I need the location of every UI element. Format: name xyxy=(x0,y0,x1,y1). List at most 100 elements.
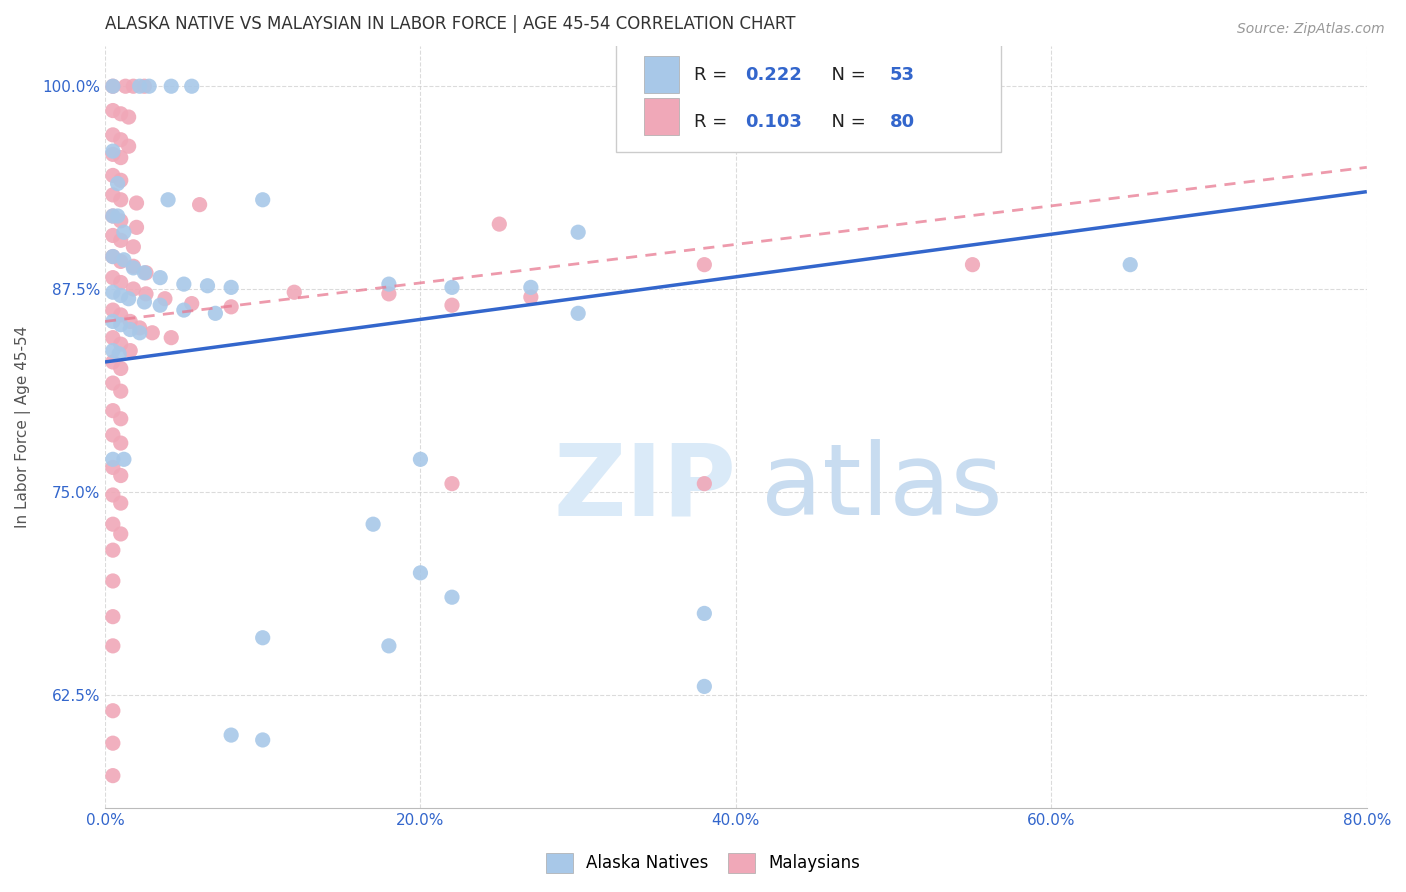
FancyBboxPatch shape xyxy=(616,42,1001,153)
Text: 53: 53 xyxy=(890,66,915,84)
Point xyxy=(101,209,124,223)
Point xyxy=(128,321,150,335)
Point xyxy=(440,298,463,312)
Point xyxy=(101,488,124,502)
Point xyxy=(101,303,124,318)
Point xyxy=(101,543,124,558)
Point xyxy=(117,110,139,124)
Point xyxy=(110,254,132,268)
Point xyxy=(135,266,157,280)
Point xyxy=(101,376,124,390)
Point xyxy=(110,276,132,290)
Point xyxy=(440,280,463,294)
Point xyxy=(188,197,211,211)
Point xyxy=(128,79,150,94)
Point xyxy=(219,728,242,742)
Point xyxy=(180,296,202,310)
Point xyxy=(101,452,124,467)
Point xyxy=(101,574,124,588)
Point xyxy=(149,298,172,312)
Point xyxy=(110,214,132,228)
Point xyxy=(219,300,242,314)
Point xyxy=(252,733,274,747)
Point xyxy=(101,250,124,264)
Point xyxy=(101,517,124,532)
Point xyxy=(101,228,124,243)
Point xyxy=(117,292,139,306)
Text: 80: 80 xyxy=(890,113,915,131)
Point xyxy=(110,173,132,187)
Point xyxy=(110,288,132,302)
Text: atlas: atlas xyxy=(761,440,1002,536)
Point xyxy=(101,188,124,202)
Point xyxy=(128,326,150,340)
Bar xyxy=(644,98,679,135)
Bar xyxy=(644,56,679,93)
Point xyxy=(110,318,132,332)
Point xyxy=(567,225,589,239)
Point xyxy=(110,337,132,351)
Point xyxy=(149,270,172,285)
Point xyxy=(125,220,148,235)
Point xyxy=(122,260,145,274)
Point xyxy=(488,217,510,231)
Legend: Alaska Natives, Malaysians: Alaska Natives, Malaysians xyxy=(540,847,866,880)
Point xyxy=(117,139,139,153)
Point xyxy=(101,169,124,183)
Text: N =: N = xyxy=(821,113,872,131)
Point xyxy=(101,460,124,475)
Point xyxy=(101,79,124,94)
Text: R =: R = xyxy=(695,66,734,84)
Point xyxy=(101,355,124,369)
Point xyxy=(101,314,124,328)
Point xyxy=(409,566,432,580)
Point xyxy=(110,133,132,147)
Point xyxy=(110,361,132,376)
Point xyxy=(107,177,129,191)
Point xyxy=(110,233,132,247)
Point xyxy=(114,79,136,94)
Point xyxy=(101,331,124,345)
Point xyxy=(693,476,716,491)
Point xyxy=(153,292,176,306)
Point xyxy=(101,128,124,142)
Point xyxy=(122,240,145,254)
Point xyxy=(120,343,142,358)
Point xyxy=(101,147,124,161)
Point xyxy=(378,639,401,653)
Point xyxy=(101,343,124,358)
Point xyxy=(197,278,219,293)
Point xyxy=(160,331,183,345)
Point xyxy=(110,107,132,121)
Point xyxy=(110,151,132,165)
Point xyxy=(141,326,163,340)
Point xyxy=(138,79,160,94)
Text: 0.103: 0.103 xyxy=(745,113,801,131)
Point xyxy=(180,79,202,94)
Point xyxy=(107,209,129,223)
Y-axis label: In Labor Force | Age 45-54: In Labor Force | Age 45-54 xyxy=(15,326,31,528)
Point xyxy=(361,517,384,532)
Point xyxy=(440,476,463,491)
Point xyxy=(110,527,132,541)
Point xyxy=(101,403,124,417)
Point xyxy=(693,607,716,621)
Point xyxy=(120,314,142,328)
Point xyxy=(101,144,124,158)
Point xyxy=(134,79,156,94)
Point xyxy=(101,428,124,442)
Point xyxy=(101,609,124,624)
Point xyxy=(520,290,543,304)
Text: 0.222: 0.222 xyxy=(745,66,801,84)
Point xyxy=(125,196,148,211)
Point xyxy=(110,436,132,450)
Text: ALASKA NATIVE VS MALAYSIAN IN LABOR FORCE | AGE 45-54 CORRELATION CHART: ALASKA NATIVE VS MALAYSIAN IN LABOR FORC… xyxy=(105,15,796,33)
Point xyxy=(101,736,124,750)
Point xyxy=(252,193,274,207)
Point xyxy=(520,280,543,294)
Point xyxy=(120,322,142,336)
Point xyxy=(112,225,135,239)
Point xyxy=(101,769,124,783)
Point xyxy=(283,285,305,300)
Point xyxy=(110,411,132,425)
